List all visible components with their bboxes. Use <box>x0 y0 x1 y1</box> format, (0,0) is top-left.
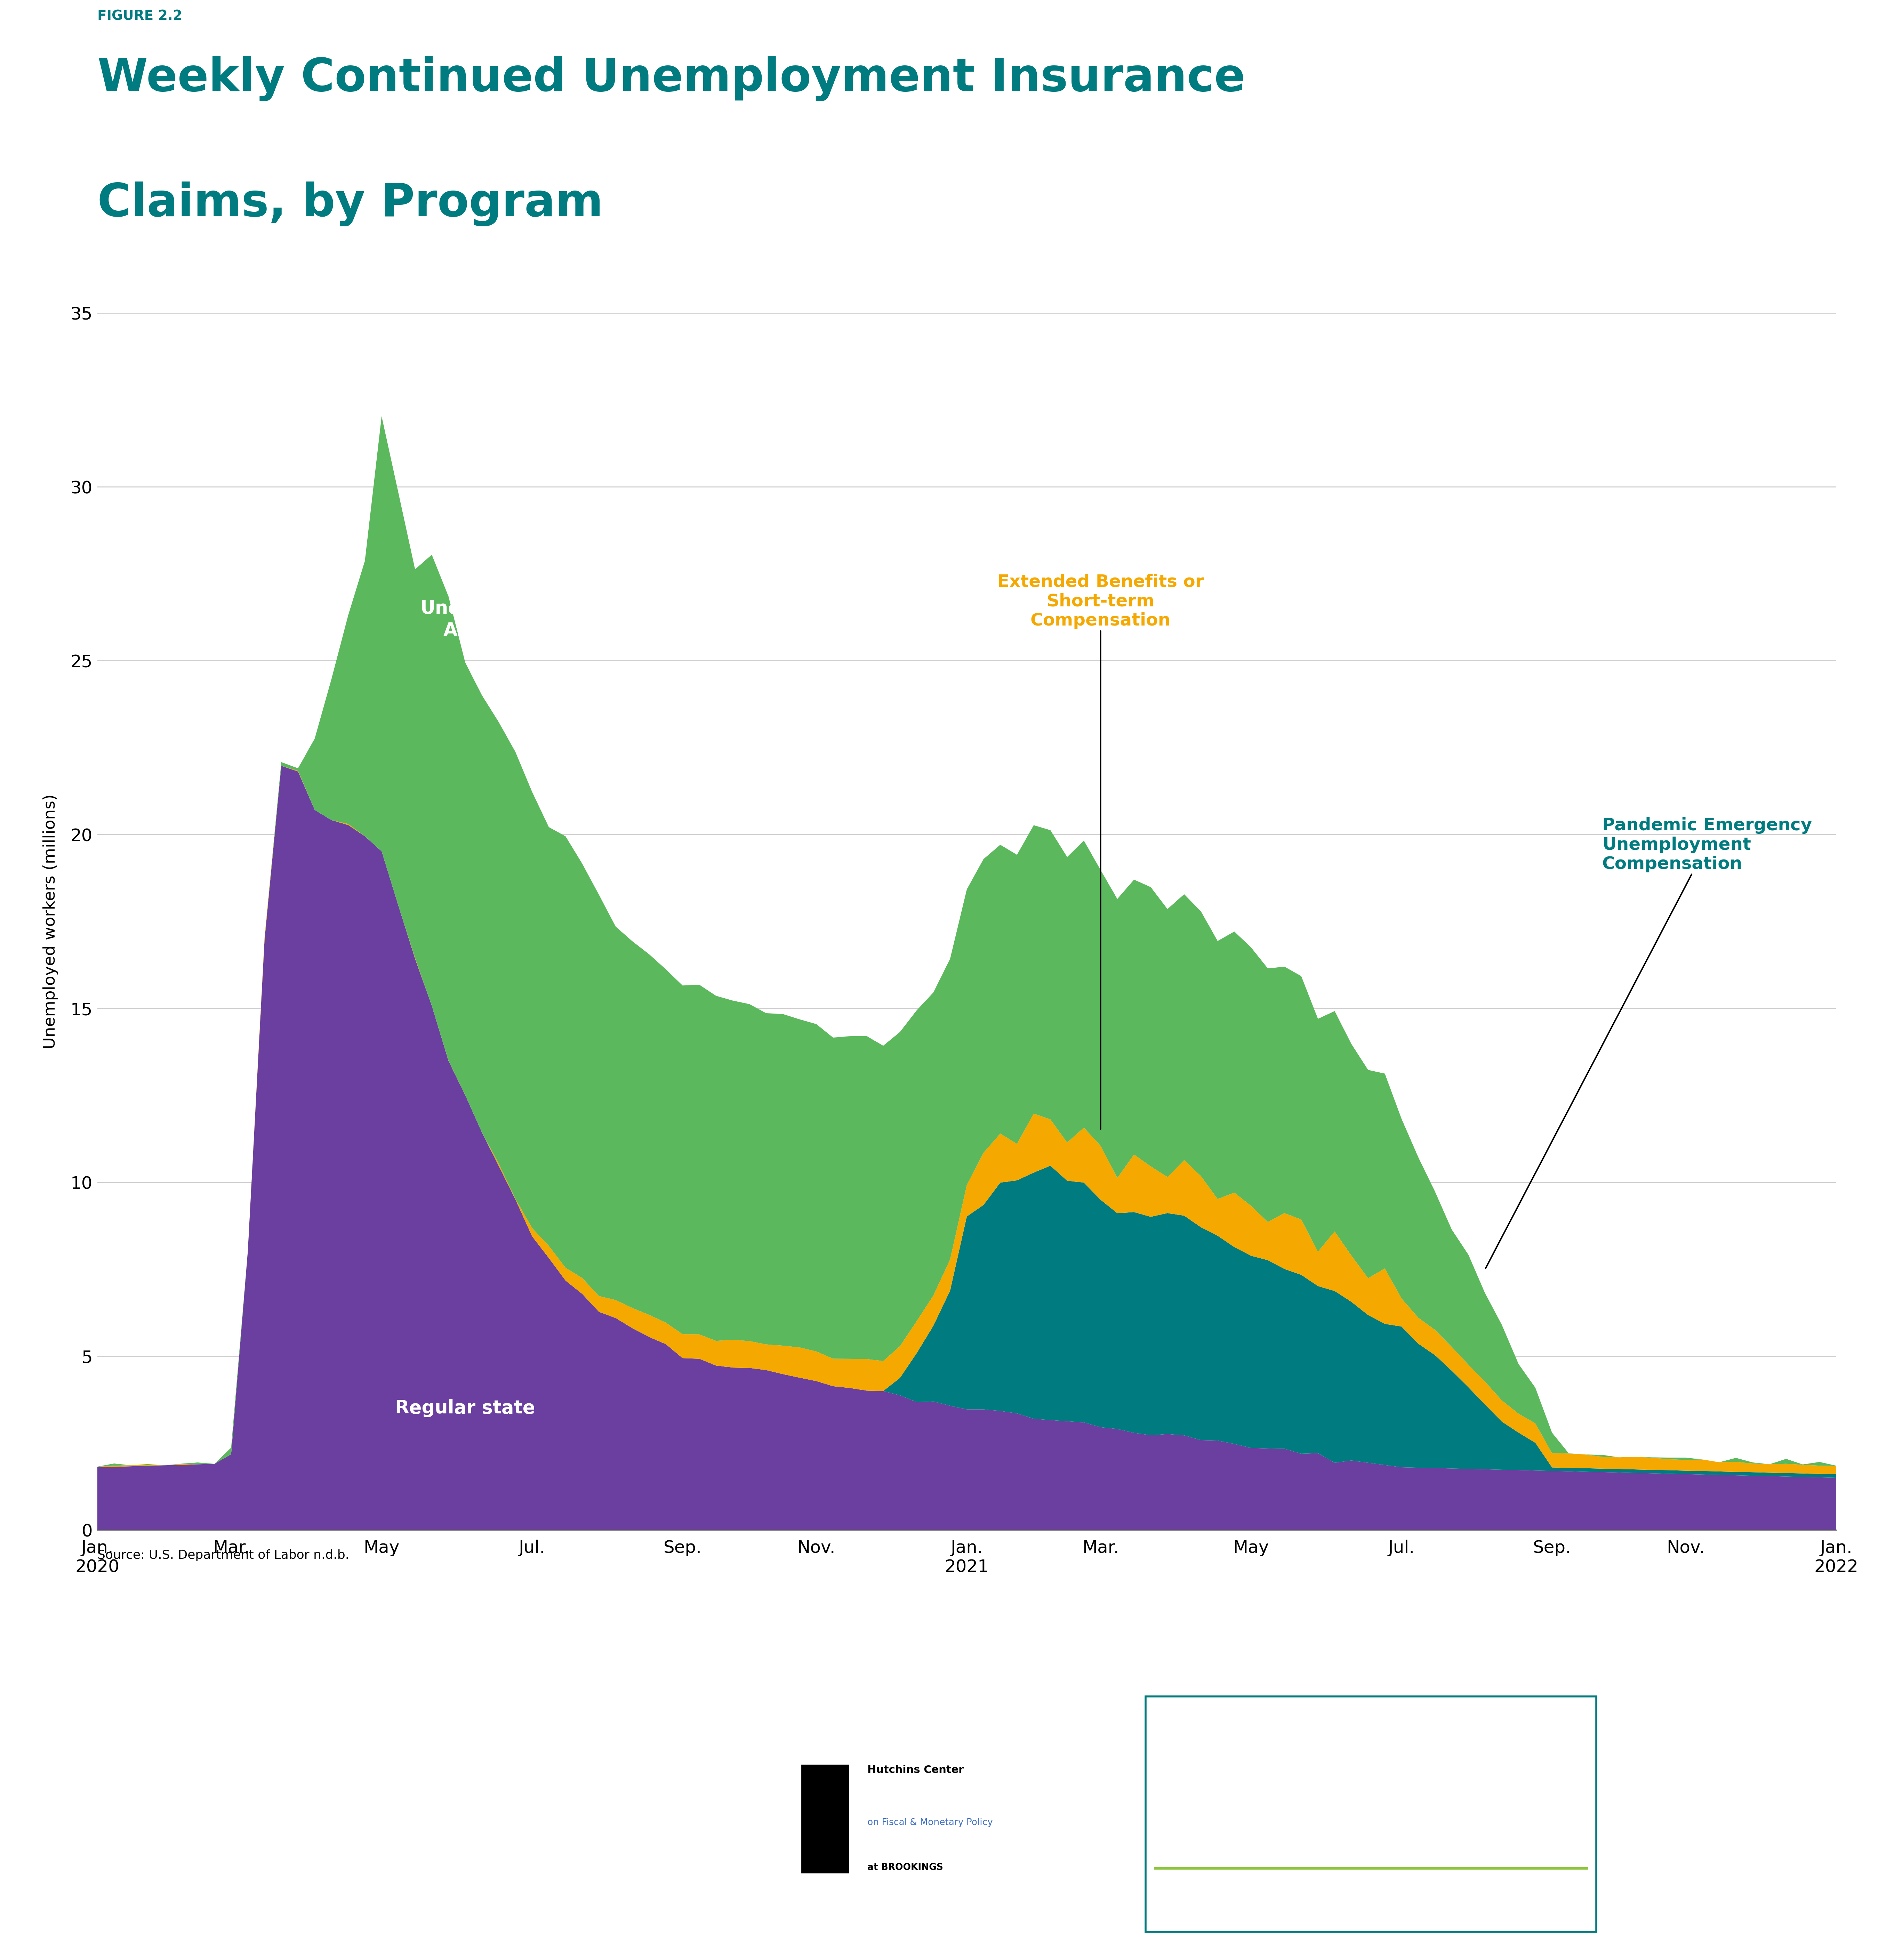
Text: at BROOKINGS: at BROOKINGS <box>868 1864 943 1872</box>
Text: THE: THE <box>1362 1725 1380 1733</box>
Text: on Fiscal & Monetary Policy: on Fiscal & Monetary Policy <box>868 1819 993 1827</box>
Text: Regular state: Regular state <box>394 1399 535 1417</box>
Text: HAMILTON: HAMILTON <box>1307 1762 1435 1784</box>
Text: Pandemic
Unemployment
Assistance: Pandemic Unemployment Assistance <box>421 576 577 639</box>
Text: FIGURE 2.2: FIGURE 2.2 <box>98 10 182 24</box>
Text: Claims, by Program: Claims, by Program <box>98 182 603 225</box>
Text: Hutchins Center: Hutchins Center <box>868 1766 963 1776</box>
Text: Extended Benefits or
Short-term
Compensation: Extended Benefits or Short-term Compensa… <box>997 574 1204 1129</box>
Text: Source: U.S. Department of Labor n.d.b.: Source: U.S. Department of Labor n.d.b. <box>98 1550 349 1562</box>
Text: Weekly Continued Unemployment Insurance: Weekly Continued Unemployment Insurance <box>98 57 1245 102</box>
Text: PROJECT: PROJECT <box>1345 1886 1397 1895</box>
Y-axis label: Unemployed workers (millions): Unemployed workers (millions) <box>43 794 58 1049</box>
Text: Pandemic Emergency
Unemployment
Compensation: Pandemic Emergency Unemployment Compensa… <box>1485 817 1812 1268</box>
